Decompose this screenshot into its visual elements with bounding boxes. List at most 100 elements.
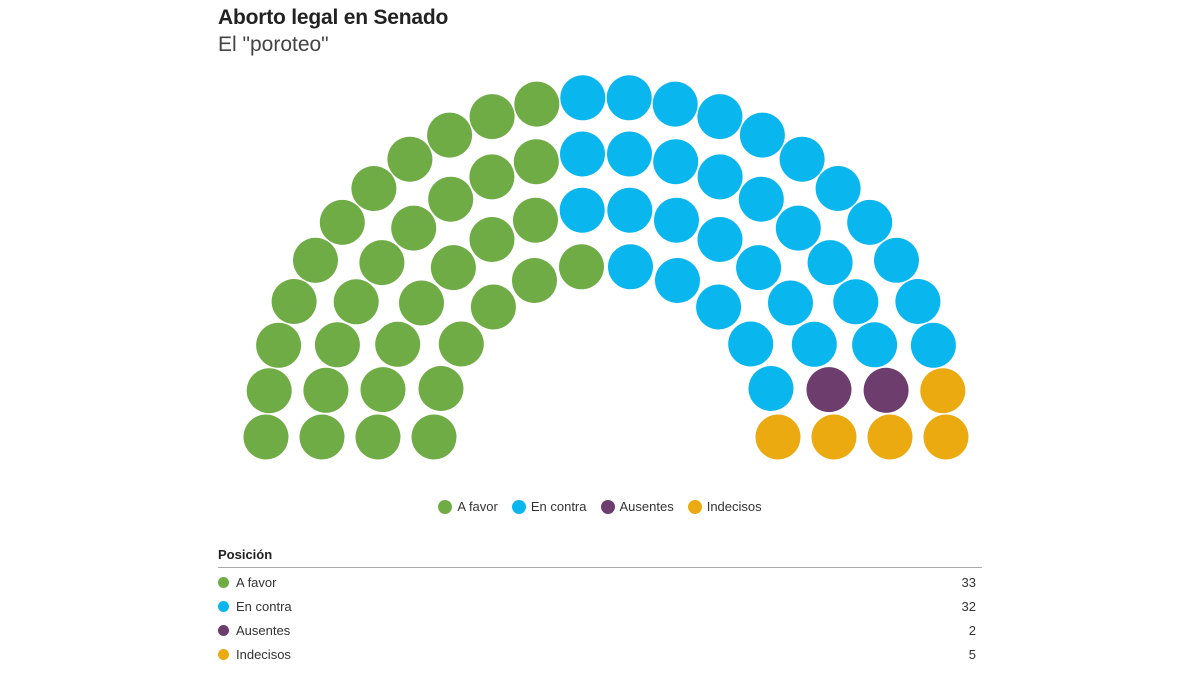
seat-en-contra bbox=[779, 136, 825, 182]
seat-indecisos bbox=[755, 414, 801, 460]
seat-a-favor bbox=[271, 279, 317, 324]
seat-indecisos bbox=[867, 414, 913, 460]
seat-a-favor bbox=[427, 112, 473, 158]
seat-en-contra bbox=[874, 237, 919, 283]
seat-a-favor bbox=[246, 368, 292, 414]
seat-en-contra bbox=[607, 187, 653, 233]
chart-title: Aborto legal en Senado bbox=[218, 6, 449, 29]
seat-a-favor bbox=[438, 321, 484, 367]
seat-a-favor bbox=[355, 414, 401, 460]
seat-en-contra bbox=[697, 94, 743, 140]
parliament-chart bbox=[243, 75, 969, 460]
seat-a-favor bbox=[559, 244, 604, 290]
seat-a-favor bbox=[360, 367, 406, 413]
seat-en-contra bbox=[652, 81, 698, 127]
seat-a-favor bbox=[514, 81, 560, 127]
seat-a-favor bbox=[293, 237, 338, 283]
position-table: Posición A favor 33 En contra 32 Ausentes 2 In… bbox=[218, 547, 982, 666]
table-row: Indecisos 5 bbox=[218, 642, 982, 666]
seat-a-favor bbox=[314, 322, 360, 368]
chart-subtitle: El "poroteo" bbox=[218, 33, 329, 56]
row-label: Indecisos bbox=[236, 646, 291, 662]
row-value: 5 bbox=[968, 646, 976, 662]
table-row: Ausentes 2 bbox=[218, 618, 982, 642]
seat-en-contra bbox=[738, 176, 784, 222]
seat-a-favor bbox=[399, 280, 444, 326]
seat-a-favor bbox=[375, 321, 421, 367]
seat-en-contra bbox=[560, 131, 605, 177]
seat-a-favor bbox=[387, 136, 433, 182]
row-swatch bbox=[218, 576, 229, 588]
row-value: 33 bbox=[961, 574, 976, 590]
seat-en-contra bbox=[728, 321, 774, 367]
seat-a-favor bbox=[469, 94, 515, 140]
seat-a-favor bbox=[351, 166, 397, 211]
seat-en-contra bbox=[775, 205, 821, 251]
legend-item-ausentes: Ausentes bbox=[600, 499, 674, 514]
seat-en-contra bbox=[807, 240, 853, 286]
seat-a-favor bbox=[470, 284, 516, 330]
seat-a-favor bbox=[359, 240, 405, 286]
legend-label: En contra bbox=[530, 499, 587, 514]
seat-a-favor bbox=[411, 414, 457, 460]
seat-a-favor bbox=[513, 197, 558, 243]
seat-a-favor bbox=[333, 279, 379, 325]
seat-en-contra bbox=[697, 217, 743, 262]
seat-en-contra bbox=[696, 284, 742, 330]
chart-legend: A favor En contra Ausentes Indecisos bbox=[0, 499, 1200, 514]
row-value: 32 bbox=[961, 598, 976, 614]
seat-indecisos bbox=[923, 414, 969, 460]
seat-a-favor bbox=[512, 258, 557, 303]
row-label: Ausentes bbox=[236, 622, 291, 638]
seat-en-contra bbox=[654, 197, 699, 243]
seat-a-favor bbox=[428, 176, 474, 222]
seat-en-contra bbox=[607, 131, 652, 177]
legend-item-a-favor: A favor bbox=[438, 499, 498, 514]
row-label: A favor bbox=[236, 574, 277, 590]
seat-en-contra bbox=[559, 187, 605, 233]
seat-en-contra bbox=[606, 75, 652, 121]
seat-en-contra bbox=[847, 199, 893, 245]
seat-en-contra bbox=[739, 112, 785, 158]
table-body: A favor 33 En contra 32 Ausentes 2 Indecisos 5 bbox=[218, 570, 982, 666]
row-swatch bbox=[218, 600, 229, 612]
legend-label: A favor bbox=[457, 499, 498, 514]
seat-a-favor bbox=[319, 199, 365, 245]
seat-en-contra bbox=[895, 279, 941, 324]
seat-en-contra bbox=[910, 322, 956, 368]
legend-swatch bbox=[438, 499, 453, 514]
row-value: 2 bbox=[968, 622, 976, 638]
seat-en-contra bbox=[768, 280, 813, 326]
seat-ausentes bbox=[863, 367, 909, 413]
seat-en-contra bbox=[608, 244, 653, 290]
seat-indecisos bbox=[920, 368, 966, 414]
legend-swatch bbox=[511, 499, 526, 514]
seat-en-contra bbox=[697, 154, 743, 200]
seat-a-favor bbox=[469, 217, 515, 262]
seat-indecisos bbox=[811, 414, 857, 460]
seat-en-contra bbox=[791, 321, 837, 367]
legend-swatch bbox=[600, 499, 615, 514]
legend-item-indecisos: Indecisos bbox=[687, 499, 762, 514]
seat-en-contra bbox=[815, 166, 861, 211]
legend-label: Indecisos bbox=[706, 499, 762, 514]
row-swatch bbox=[218, 624, 229, 636]
seat-en-contra bbox=[653, 139, 699, 185]
seat-a-favor bbox=[303, 367, 349, 413]
table-row: En contra 32 bbox=[218, 594, 982, 618]
seat-a-favor bbox=[299, 414, 345, 460]
row-swatch bbox=[218, 648, 229, 660]
table-header: Posición bbox=[218, 547, 982, 568]
seat-a-favor bbox=[391, 205, 437, 251]
seat-en-contra bbox=[736, 245, 782, 291]
legend-label: Ausentes bbox=[619, 499, 674, 514]
seat-en-contra bbox=[852, 322, 898, 368]
seat-a-favor bbox=[418, 366, 464, 411]
seat-en-contra bbox=[748, 366, 794, 411]
seat-ausentes bbox=[806, 367, 852, 413]
seat-en-contra bbox=[655, 258, 700, 303]
seat-en-contra bbox=[560, 75, 606, 121]
table-row: A favor 33 bbox=[218, 570, 982, 594]
seat-a-favor bbox=[469, 154, 515, 200]
seat-a-favor bbox=[256, 322, 302, 368]
